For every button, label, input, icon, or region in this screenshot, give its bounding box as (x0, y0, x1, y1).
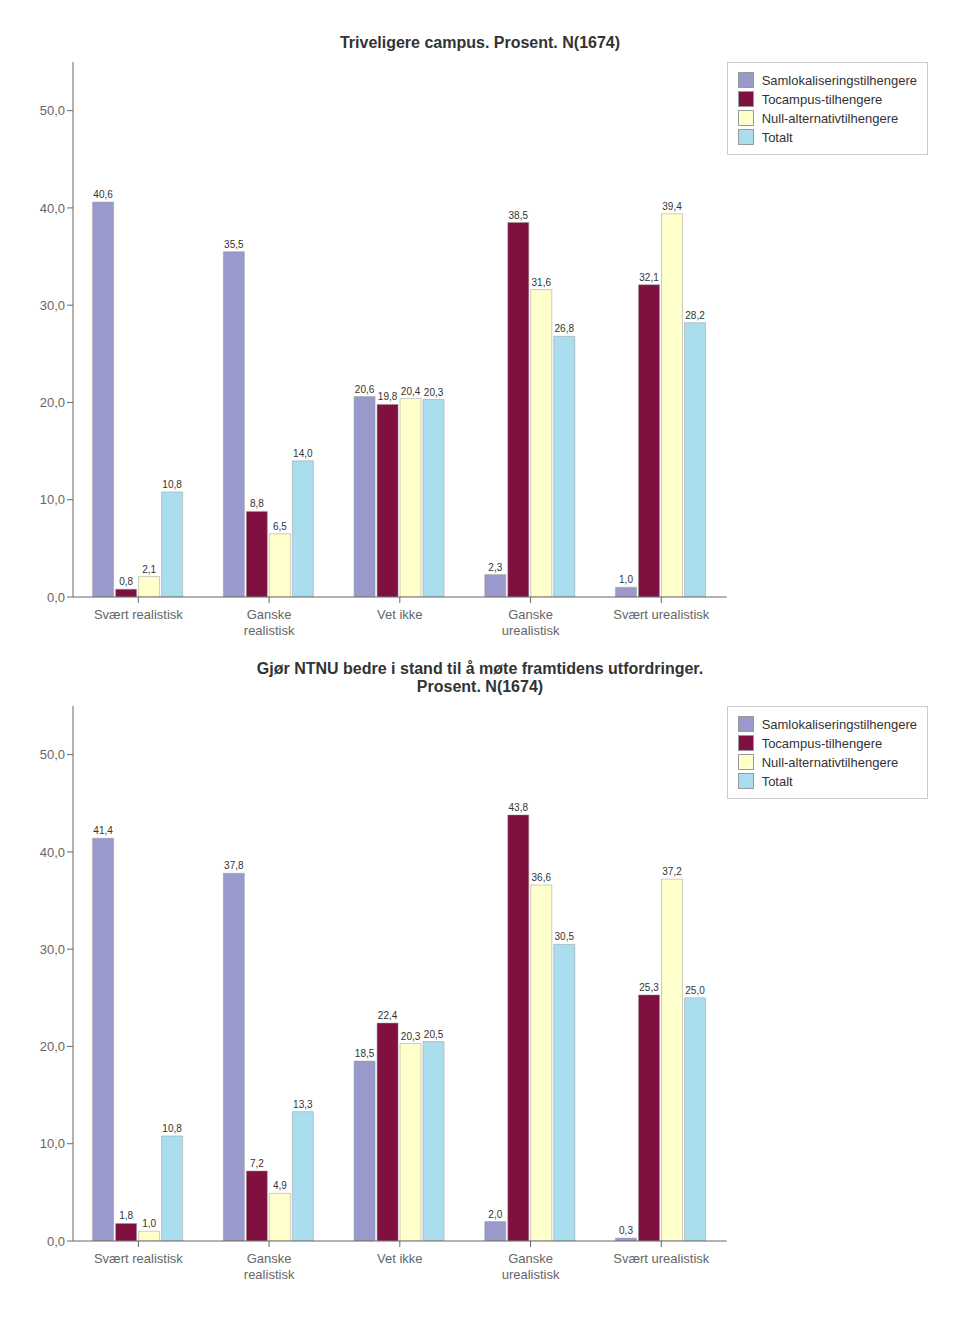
svg-text:31,6: 31,6 (532, 277, 552, 288)
svg-text:22,4: 22,4 (378, 1010, 398, 1021)
svg-text:2,0: 2,0 (488, 1209, 502, 1220)
svg-text:20,6: 20,6 (355, 384, 375, 395)
svg-text:10,0: 10,0 (40, 492, 65, 507)
svg-text:0,0: 0,0 (47, 590, 65, 605)
svg-text:25,0: 25,0 (685, 985, 705, 996)
svg-text:30,0: 30,0 (40, 942, 65, 957)
svg-text:20,3: 20,3 (424, 387, 444, 398)
html-text:Samlokaliseringstilhengere: Samlokaliseringstilhengere (761, 72, 917, 88)
svg-text:Svært realistisk: Svært realistisk (94, 607, 183, 622)
svg-text:26,8: 26,8 (555, 323, 575, 334)
svg-text:20,5: 20,5 (424, 1029, 444, 1040)
svg-text:Ganskeurealistisk: Ganskeurealistisk (502, 607, 560, 638)
svg-text:4,9: 4,9 (273, 1180, 287, 1191)
svg-text:8,8: 8,8 (250, 498, 264, 509)
svg-text:36,6: 36,6 (532, 872, 552, 883)
svg-text:14,0: 14,0 (293, 448, 313, 459)
html-text:Samlokaliseringstilhengere: Samlokaliseringstilhengere (761, 716, 917, 732)
svg-text:20,0: 20,0 (40, 395, 65, 410)
svg-text:2,1: 2,1 (142, 564, 156, 575)
html-text:Null-alternativtilhengere: Null-alternativtilhengere (761, 754, 899, 770)
svg-text:40,0: 40,0 (40, 201, 65, 216)
svg-text:0,8: 0,8 (119, 576, 133, 587)
html-text:Tocampus-tilhengere: Tocampus-tilhengere (761, 735, 883, 751)
svg-text:Svært realistisk: Svært realistisk (94, 1251, 183, 1266)
html-text:Totalt: Totalt (761, 129, 793, 145)
svg-text:7,2: 7,2 (250, 1158, 264, 1169)
svg-text:35,5: 35,5 (224, 239, 244, 250)
html-text:Triveligere campus. Prosent. N: Triveligere campus. Prosent. N(1674) (339, 34, 621, 51)
html-text:Null-alternativtilhengere: Null-alternativtilhengere (761, 110, 899, 126)
svg-text:40,0: 40,0 (40, 845, 65, 860)
svg-text:Vet ikke: Vet ikke (377, 607, 423, 622)
html-text:Totalt: Totalt (761, 773, 793, 789)
svg-text:30,5: 30,5 (555, 931, 575, 942)
svg-text:Ganskeurealistisk: Ganskeurealistisk (502, 1251, 560, 1282)
svg-text:20,4: 20,4 (401, 386, 421, 397)
svg-text:Ganskerealistisk: Ganskerealistisk (244, 607, 295, 638)
svg-text:20,0: 20,0 (40, 1039, 65, 1054)
svg-text:1,0: 1,0 (142, 1218, 156, 1229)
svg-text:19,8: 19,8 (378, 391, 398, 402)
svg-text:20,3: 20,3 (401, 1031, 421, 1042)
svg-text:2,3: 2,3 (488, 562, 502, 573)
svg-text:43,8: 43,8 (509, 802, 529, 813)
svg-text:37,8: 37,8 (224, 860, 244, 871)
svg-text:10,0: 10,0 (40, 1136, 65, 1151)
svg-text:25,3: 25,3 (639, 982, 659, 993)
svg-text:1,0: 1,0 (619, 574, 633, 585)
svg-text:0,3: 0,3 (619, 1225, 633, 1236)
svg-text:39,4: 39,4 (662, 201, 682, 212)
svg-text:13,3: 13,3 (293, 1099, 313, 1110)
html-text:Gjør NTNU bedre i stand til å: Gjør NTNU bedre i stand til å møte framt… (256, 660, 704, 695)
svg-text:Ganskerealistisk: Ganskerealistisk (244, 1251, 295, 1282)
svg-text:28,2: 28,2 (685, 310, 705, 321)
svg-text:18,5: 18,5 (355, 1048, 375, 1059)
svg-text:32,1: 32,1 (639, 272, 659, 283)
svg-text:10,8: 10,8 (162, 479, 182, 490)
svg-text:Svært urealistisk: Svært urealistisk (613, 1251, 710, 1266)
svg-text:6,5: 6,5 (273, 521, 287, 532)
html-text:Tocampus-tilhengere: Tocampus-tilhengere (761, 91, 883, 107)
svg-text:50,0: 50,0 (40, 103, 65, 118)
svg-text:50,0: 50,0 (40, 747, 65, 762)
svg-text:10,8: 10,8 (162, 1123, 182, 1134)
svg-text:0,0: 0,0 (47, 1234, 65, 1249)
svg-text:Vet ikke: Vet ikke (377, 1251, 423, 1266)
svg-text:41,4: 41,4 (93, 825, 113, 836)
svg-text:1,8: 1,8 (119, 1210, 133, 1221)
svg-text:38,5: 38,5 (509, 210, 529, 221)
svg-text:37,2: 37,2 (662, 866, 682, 877)
svg-text:40,6: 40,6 (93, 189, 113, 200)
svg-text:Svært urealistisk: Svært urealistisk (613, 607, 710, 622)
svg-text:30,0: 30,0 (40, 298, 65, 313)
